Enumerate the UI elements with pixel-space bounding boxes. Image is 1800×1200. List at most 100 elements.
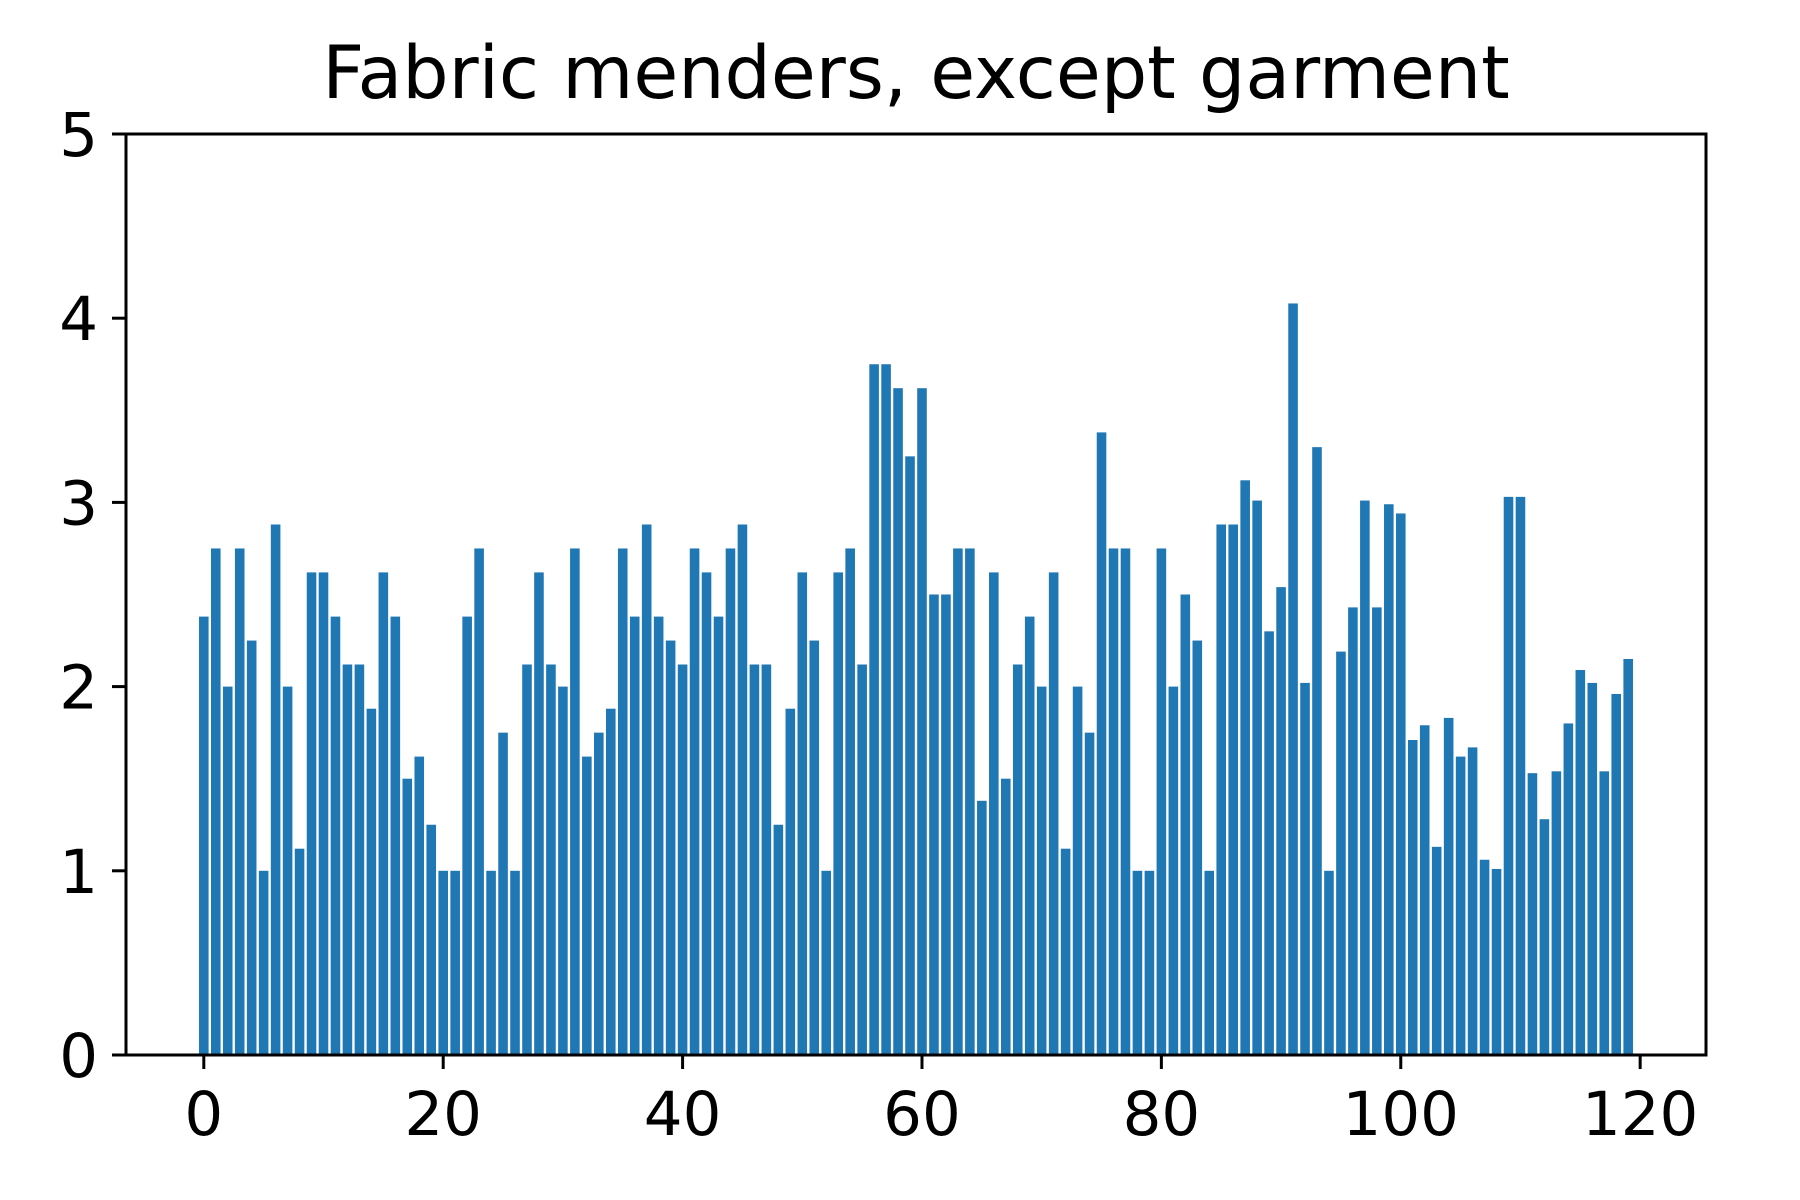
bar-56 — [869, 364, 879, 1055]
bar-116 — [1587, 682, 1598, 1055]
bar-24 — [486, 870, 496, 1055]
y-tick-label-5: 5 — [59, 100, 98, 171]
bar-51 — [809, 640, 820, 1055]
bar-27 — [522, 664, 532, 1055]
bar-47 — [761, 664, 772, 1055]
bar-7 — [282, 686, 293, 1055]
bar-48 — [773, 824, 784, 1055]
bar-69 — [1024, 616, 1035, 1055]
bar-12 — [342, 664, 353, 1055]
bar-89 — [1264, 631, 1274, 1055]
bar-117 — [1599, 771, 1610, 1055]
x-tick-label-100: 100 — [1343, 1079, 1459, 1150]
x-tick-label-20: 20 — [404, 1079, 482, 1150]
bar-62 — [941, 594, 951, 1055]
bar-52 — [821, 870, 832, 1055]
bar-41 — [689, 548, 700, 1055]
bar-39 — [665, 640, 676, 1055]
bar-36 — [629, 616, 640, 1055]
bar-59 — [905, 456, 915, 1056]
bar-20 — [438, 870, 448, 1055]
bar-73 — [1072, 686, 1083, 1055]
y-tick-label-0: 0 — [59, 1021, 98, 1092]
bar-1 — [210, 548, 221, 1055]
bar-71 — [1048, 572, 1059, 1055]
bar-46 — [749, 664, 760, 1055]
plot-frame — [124, 132, 1708, 1057]
bar-85 — [1216, 524, 1227, 1055]
bar-77 — [1120, 548, 1131, 1055]
x-tick-label-40: 40 — [644, 1079, 722, 1150]
bar-5 — [258, 870, 269, 1055]
bar-105 — [1455, 756, 1466, 1055]
bar-50 — [797, 572, 808, 1055]
bar-28 — [534, 572, 544, 1055]
bar-25 — [498, 732, 508, 1055]
bar-78 — [1132, 870, 1143, 1055]
x-tick-label-120: 120 — [1582, 1079, 1698, 1150]
bar-99 — [1384, 504, 1394, 1055]
bar-61 — [929, 594, 939, 1055]
x-axis-ticks: 0 20 40 60 80 100 120 — [184, 1055, 1698, 1150]
bars-group — [199, 303, 1633, 1056]
bar-93 — [1312, 447, 1322, 1055]
bar-108 — [1491, 868, 1502, 1055]
bar-87 — [1240, 480, 1250, 1055]
bar-11 — [330, 616, 341, 1055]
bar-72 — [1060, 848, 1071, 1055]
bar-23 — [474, 548, 484, 1055]
bar-80 — [1156, 548, 1167, 1055]
bar-45 — [737, 524, 748, 1055]
bar-118 — [1611, 693, 1622, 1055]
bar-83 — [1192, 640, 1203, 1055]
bar-15 — [378, 572, 389, 1055]
bar-53 — [833, 572, 843, 1055]
bar-60 — [917, 388, 927, 1055]
bar-3 — [234, 548, 245, 1055]
bar-81 — [1168, 686, 1179, 1055]
bar-10 — [318, 572, 329, 1055]
bar-98 — [1372, 607, 1382, 1055]
bar-75 — [1096, 432, 1107, 1055]
bar-95 — [1336, 651, 1346, 1055]
bar-26 — [510, 870, 520, 1055]
bar-64 — [965, 548, 975, 1055]
bar-82 — [1180, 594, 1191, 1055]
bar-49 — [785, 708, 796, 1055]
bar-113 — [1551, 771, 1562, 1055]
bar-22 — [462, 616, 472, 1055]
bar-34 — [605, 708, 616, 1055]
bar-4 — [246, 640, 257, 1055]
bar-109 — [1503, 496, 1514, 1055]
bar-107 — [1479, 859, 1490, 1055]
bar-70 — [1036, 686, 1047, 1055]
bar-63 — [953, 548, 963, 1055]
bar-67 — [1000, 778, 1011, 1055]
bar-30 — [558, 686, 568, 1055]
bar-6 — [270, 524, 281, 1055]
bar-19 — [426, 824, 437, 1055]
bar-18 — [414, 756, 425, 1055]
bar-84 — [1204, 870, 1215, 1055]
bar-92 — [1300, 682, 1310, 1055]
y-tick-label-2: 2 — [59, 653, 98, 724]
bar-68 — [1012, 664, 1023, 1055]
bar-103 — [1431, 846, 1442, 1055]
bar-43 — [713, 616, 724, 1055]
bar-97 — [1360, 500, 1370, 1055]
y-axis-ticks: 0 1 2 3 4 5 — [59, 100, 126, 1092]
bar-57 — [881, 364, 891, 1055]
bar-32 — [582, 756, 592, 1055]
bar-100 — [1395, 513, 1406, 1055]
bar-119 — [1623, 658, 1633, 1055]
bar-110 — [1515, 496, 1526, 1055]
bar-58 — [893, 388, 903, 1055]
bar-86 — [1228, 524, 1238, 1055]
bar-114 — [1563, 723, 1574, 1055]
bar-96 — [1348, 607, 1358, 1055]
bar-14 — [366, 708, 377, 1055]
bar-91 — [1288, 303, 1298, 1056]
bar-33 — [594, 732, 604, 1055]
bar-17 — [402, 778, 413, 1055]
